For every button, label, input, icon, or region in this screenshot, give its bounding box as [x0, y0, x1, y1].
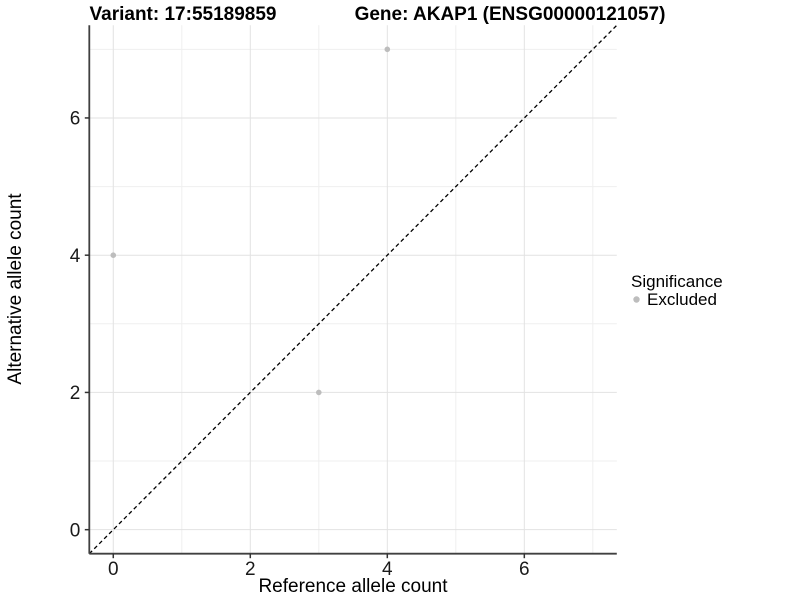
- legend-title: Significance: [631, 272, 723, 291]
- legend: Significance Excluded: [631, 272, 723, 309]
- x-axis-tick-labels: 0 2 4 6: [108, 559, 530, 580]
- grid-minor-lines: [89, 25, 617, 554]
- plot-title-gene: Gene: AKAP1 (ENSG00000121057): [355, 4, 666, 25]
- x-axis-label: Reference allele count: [258, 576, 448, 597]
- data-point: [315, 389, 322, 396]
- identity-dashed-line: [88, 24, 618, 555]
- data-point: [110, 252, 117, 258]
- y-tick-label: 2: [70, 383, 81, 404]
- x-tick-label: 0: [108, 559, 119, 580]
- plot-title-variant: Variant: 17:55189859: [90, 4, 277, 25]
- y-tick-label: 4: [70, 246, 81, 267]
- axes: [84, 25, 617, 559]
- y-axis-label: Alternative allele count: [5, 193, 26, 385]
- x-tick-label: 4: [382, 559, 393, 580]
- y-axis-tick-labels: 0 2 4 6: [70, 109, 81, 542]
- y-tick-label: 6: [70, 109, 81, 130]
- x-tick-label: 2: [245, 559, 256, 580]
- legend-item-excluded: Excluded: [647, 290, 717, 309]
- x-tick-label: 6: [519, 559, 530, 580]
- data-points: [110, 46, 391, 396]
- y-tick-label: 0: [70, 520, 81, 541]
- grid-major-lines: [89, 25, 617, 554]
- legend-key-excluded-icon: [633, 296, 640, 303]
- data-point: [384, 46, 391, 53]
